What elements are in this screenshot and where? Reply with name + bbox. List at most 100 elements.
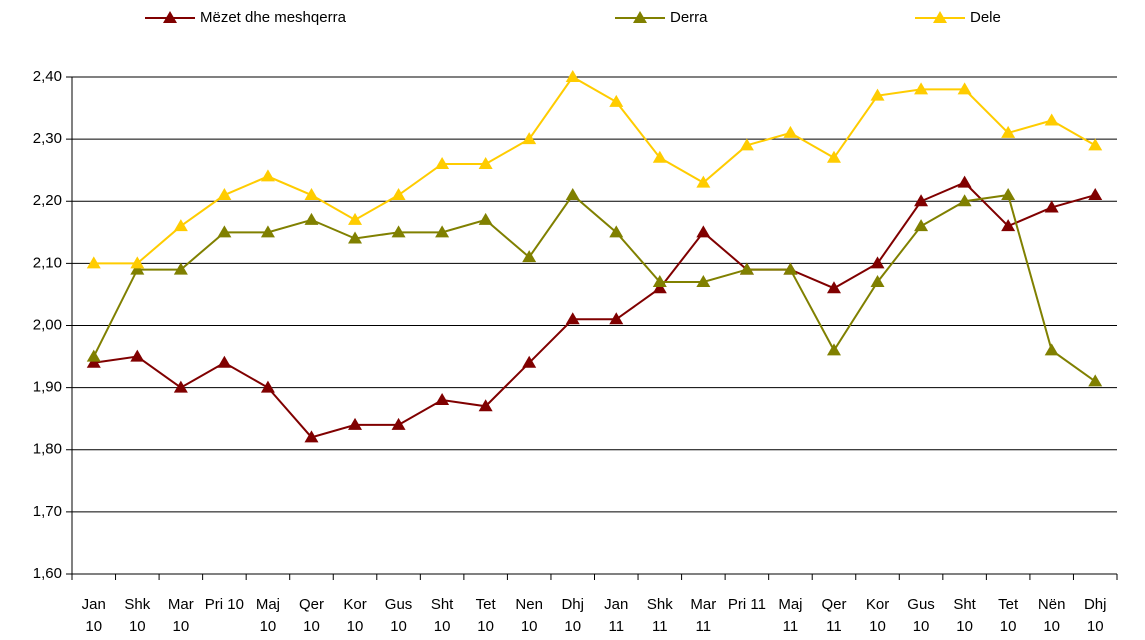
x-tick-label: Shk 10 [124, 596, 151, 635]
x-tick-label: Tet 10 [475, 596, 496, 635]
x-tick-label: Jan 10 [81, 596, 106, 635]
series-line [92, 193, 1096, 383]
x-tick-label: Dhj 10 [1083, 596, 1107, 635]
data-point [391, 417, 406, 430]
series-line [93, 75, 1096, 265]
data-point [826, 150, 841, 163]
x-tick-label: Pri 10 [204, 596, 244, 613]
data-point [478, 212, 493, 225]
x-tick-label: Mar 11 [690, 596, 717, 635]
data-point [696, 275, 711, 288]
data-point [1044, 200, 1059, 213]
series-line [93, 181, 1096, 439]
data-point [1044, 343, 1059, 356]
y-tick-label: 1,70 [33, 503, 62, 520]
data-point [652, 281, 667, 294]
x-tick-label: Pri 11 [727, 596, 766, 613]
data-point [1088, 374, 1103, 387]
data-point [86, 355, 101, 368]
data-point [391, 188, 406, 201]
data-point [348, 231, 363, 244]
y-tick-label: 1,80 [33, 441, 62, 458]
legend-label: Mëzet dhe meshqerra [200, 9, 347, 26]
data-point [1044, 113, 1059, 126]
data-point [478, 399, 493, 412]
data-point [957, 194, 972, 207]
y-tick-label: 2,00 [33, 316, 62, 333]
data-point [652, 275, 667, 288]
data-point [304, 430, 319, 443]
x-tick-label: Mar 10 [167, 596, 194, 635]
legend-marker [633, 11, 647, 23]
data-point [260, 225, 275, 238]
data-point [260, 380, 275, 393]
data-point [609, 94, 624, 107]
x-tick-label: Gus 10 [907, 596, 935, 635]
data-point [478, 156, 493, 169]
x-tick-label: Maj 10 [255, 596, 281, 635]
data-point [783, 262, 798, 275]
y-tick-label: 2,10 [33, 254, 62, 271]
data-point [260, 169, 275, 182]
data-point [173, 262, 188, 275]
data-point [130, 262, 145, 275]
data-point [304, 188, 319, 201]
data-point [173, 380, 188, 393]
data-point [914, 219, 929, 232]
data-point [914, 82, 929, 95]
data-point [435, 225, 450, 238]
x-tick-label: Kor 10 [865, 596, 890, 635]
data-point [522, 250, 537, 263]
y-tick-label: 1,90 [33, 379, 62, 396]
x-tick-label: Nen 10 [515, 596, 543, 635]
data-point [1001, 125, 1016, 138]
data-point [565, 188, 580, 201]
data-point [783, 125, 798, 138]
legend-label: Derra [670, 9, 708, 26]
data-point [86, 256, 101, 269]
data-point [522, 355, 537, 368]
x-tick-label: Jan 11 [604, 596, 629, 635]
data-point [86, 349, 101, 362]
data-point [1088, 188, 1103, 201]
data-point [348, 417, 363, 430]
data-point [652, 150, 667, 163]
data-point [391, 225, 406, 238]
data-point [609, 312, 624, 325]
legend-label: Dele [970, 9, 1001, 26]
y-tick-label: 2,30 [33, 130, 62, 147]
data-point [696, 175, 711, 188]
x-tick-label: Gus 10 [384, 596, 413, 635]
y-tick-label: 2,20 [33, 192, 62, 209]
data-point [304, 212, 319, 225]
legend-marker [163, 11, 177, 23]
x-tick-label: Nën 10 [1037, 596, 1066, 635]
x-tick-label: Sht 10 [953, 596, 976, 635]
data-point [826, 281, 841, 294]
data-point [1001, 188, 1016, 201]
x-tick-label: Qer 10 [298, 596, 324, 635]
data-point [957, 82, 972, 95]
data-point [696, 225, 711, 238]
data-point [348, 212, 363, 225]
data-point [1088, 138, 1103, 151]
data-point [130, 256, 145, 269]
y-tick-label: 2,40 [33, 68, 62, 85]
x-tick-label: Maj 11 [778, 596, 803, 635]
data-point [739, 138, 754, 151]
data-point [826, 343, 841, 356]
data-point [870, 88, 885, 101]
data-point [870, 256, 885, 269]
legend-marker [933, 11, 947, 23]
data-point [522, 132, 537, 145]
data-point [217, 225, 232, 238]
x-tick-label: Sht 10 [430, 596, 454, 635]
data-point [870, 275, 885, 288]
data-point [435, 156, 450, 169]
x-tick-label: Qer 11 [821, 596, 847, 635]
x-tick-label: Tet 10 [998, 596, 1019, 635]
data-point [565, 70, 580, 82]
data-point [565, 312, 580, 325]
data-point [435, 393, 450, 406]
